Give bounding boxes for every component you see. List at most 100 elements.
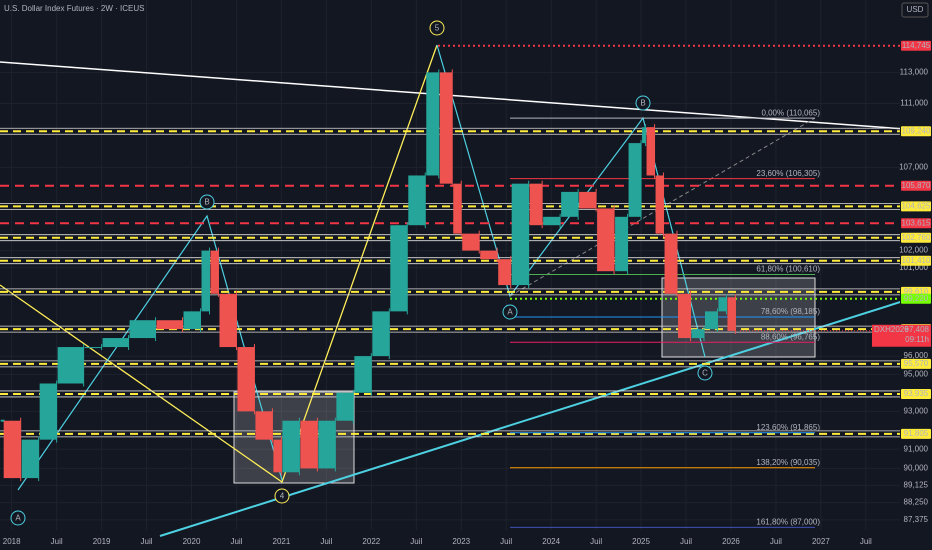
candle	[39, 383, 57, 440]
candle	[480, 250, 498, 260]
level-label: 99,610	[904, 287, 929, 296]
candle	[282, 420, 300, 473]
level-badge	[901, 218, 931, 229]
level-label: 105,870	[902, 181, 931, 190]
level-badge	[901, 232, 931, 243]
level-badge	[901, 126, 931, 137]
candle	[453, 183, 462, 234]
wave-label: A	[507, 308, 513, 317]
candle	[408, 175, 426, 226]
y-tick-label: 95,000	[904, 369, 929, 378]
y-tick-label: 107,000	[899, 162, 928, 171]
x-tick-label: 2023	[452, 537, 470, 546]
y-tick-label: 89,125	[904, 481, 929, 490]
candle	[498, 259, 511, 286]
candle	[727, 297, 736, 331]
candle	[210, 250, 219, 294]
wave-circle	[10, 510, 26, 526]
candle	[597, 208, 615, 272]
y-tick-label: 91,000	[904, 444, 929, 453]
candle	[273, 439, 282, 473]
fib-label: 88,60% (96,765)	[761, 332, 820, 341]
candle	[543, 216, 561, 226]
wave-circle	[274, 488, 290, 504]
level-badge	[901, 293, 931, 304]
candle	[529, 183, 543, 226]
level-label: 102,760	[902, 233, 931, 242]
candle	[300, 420, 318, 469]
x-tick-label: 2027	[812, 537, 830, 546]
wave-label: A	[15, 514, 21, 523]
y-tick-label: 93,000	[904, 406, 929, 415]
wave-line	[17, 214, 283, 491]
x-tick-label: 2020	[183, 537, 201, 546]
level-label: 104,625	[902, 201, 931, 210]
level-badge	[901, 201, 931, 212]
wave-circle	[635, 95, 651, 111]
x-tick-label: Juil	[860, 537, 872, 546]
candle	[511, 183, 529, 286]
wave-label: B	[640, 99, 645, 108]
y-tick-label: 96,000	[904, 351, 929, 360]
current-badge	[872, 324, 931, 347]
level-label: 109,240	[902, 126, 931, 135]
candle	[21, 439, 39, 479]
level-label: 91,805	[904, 429, 929, 438]
candle	[718, 297, 727, 312]
level-label: 99,220	[904, 294, 929, 303]
candle	[183, 311, 201, 330]
candle	[615, 216, 628, 272]
x-tick-label: 2025	[632, 537, 650, 546]
wave-label: C	[702, 369, 708, 378]
currency: USD	[907, 5, 924, 14]
wave-circle	[502, 304, 518, 320]
y-tick-label: 113,000	[900, 67, 929, 76]
fib-label: 161,80% (87,000)	[756, 518, 820, 527]
x-tick-label: Juil	[230, 537, 242, 546]
level-label: 93,935	[904, 389, 929, 398]
current-symbol: DXH2026	[874, 325, 909, 334]
level-badge	[901, 40, 931, 51]
candle	[678, 293, 691, 339]
candle	[201, 250, 210, 312]
x-tick-label: 2024	[542, 537, 560, 546]
candle	[579, 191, 597, 209]
x-tick-label: Juil	[141, 537, 153, 546]
fib-label: 123,60% (91,865)	[756, 423, 820, 432]
candle	[156, 320, 183, 330]
level-badge	[901, 358, 931, 369]
candle	[354, 356, 372, 393]
wave-line	[0, 44, 438, 484]
candle	[129, 320, 156, 339]
wave-label: 5	[435, 24, 440, 33]
price-axis	[900, 0, 932, 550]
level-label: 114,745	[902, 41, 931, 50]
currency-box	[901, 2, 929, 18]
fib-label: 138,20% (90,035)	[756, 458, 820, 467]
candle	[237, 347, 255, 412]
wave-circle	[697, 365, 713, 381]
x-tick-label: 2018	[3, 537, 21, 546]
wave-circle	[199, 194, 215, 210]
level-badge	[901, 180, 931, 191]
candle	[691, 329, 704, 339]
x-tick-label: 2021	[273, 537, 291, 546]
wave-circle	[429, 20, 445, 36]
x-tick-label: Juil	[770, 537, 782, 546]
y-tick-label: 111,000	[900, 99, 928, 108]
x-tick-label: Juil	[680, 537, 692, 546]
fib-label: 61,80% (100,610)	[756, 265, 820, 274]
candle	[462, 233, 480, 251]
x-tick-label: Juil	[320, 537, 332, 546]
x-tick-label: Juil	[590, 537, 602, 546]
candle	[426, 72, 439, 176]
y-tick-label: 90,000	[904, 464, 929, 473]
candle	[57, 347, 84, 384]
x-tick-label: 2022	[362, 537, 380, 546]
candle	[219, 293, 237, 348]
candle	[439, 72, 453, 184]
wave-label: B	[204, 198, 209, 207]
fib-label: 23,60% (106,305)	[756, 169, 820, 178]
candle	[3, 420, 21, 479]
candle	[704, 311, 718, 330]
